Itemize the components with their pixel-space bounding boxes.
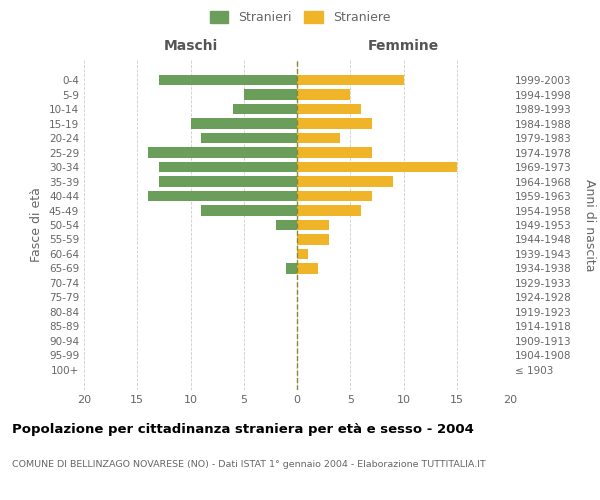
Bar [297,148,371,158]
Bar [297,133,340,143]
Bar [297,263,319,274]
Text: Femmine: Femmine [368,40,439,54]
Bar [297,248,308,259]
Bar [158,162,297,172]
Bar [297,176,393,187]
Text: Popolazione per cittadinanza straniera per età e sesso - 2004: Popolazione per cittadinanza straniera p… [12,422,474,436]
Bar [233,104,297,115]
Bar [201,206,297,216]
Y-axis label: Fasce di età: Fasce di età [31,188,43,262]
Bar [158,75,297,86]
Bar [297,75,404,86]
Bar [286,263,297,274]
Bar [148,148,297,158]
Bar [297,206,361,216]
Bar [297,191,371,202]
Y-axis label: Anni di nascita: Anni di nascita [583,179,596,271]
Bar [158,176,297,187]
Bar [297,220,329,230]
Legend: Stranieri, Straniere: Stranieri, Straniere [205,6,395,29]
Bar [201,133,297,143]
Bar [297,162,457,172]
Bar [244,90,297,100]
Text: COMUNE DI BELLINZAGO NOVARESE (NO) - Dati ISTAT 1° gennaio 2004 - Elaborazione T: COMUNE DI BELLINZAGO NOVARESE (NO) - Dat… [12,460,486,469]
Bar [297,234,329,244]
Bar [276,220,297,230]
Bar [297,104,361,115]
Bar [191,118,297,129]
Text: Maschi: Maschi [163,40,218,54]
Bar [297,118,371,129]
Bar [148,191,297,202]
Bar [297,90,350,100]
